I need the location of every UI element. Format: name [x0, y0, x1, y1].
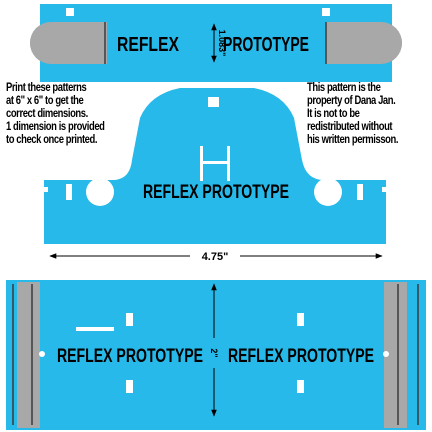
bottom-hole-3 [126, 380, 133, 393]
top-strap-hole-right [322, 8, 330, 16]
middle-circle-left [86, 178, 114, 206]
note-left-line-5: to check once printed. [6, 134, 98, 146]
note-right-line-1: This pattern is the [307, 82, 381, 94]
top-strap-title-right: PROTOTYPE [223, 34, 309, 56]
middle-piece: REFLEX PROTOTYPE 4.75" [43, 88, 387, 263]
note-right-line-3: It is not to be [307, 108, 360, 120]
ownership-note: This pattern is the property of Dana Jan… [307, 82, 398, 147]
note-right-line-2: property of Dana Jan. [307, 95, 396, 107]
bottom-title-right: REFLEX PROTOTYPE [228, 346, 374, 367]
print-instructions-note: Print these patterns at 6" x 6" to get t… [6, 82, 105, 147]
bottom-hole-2 [297, 313, 304, 326]
middle-slot-left-outer [66, 184, 72, 200]
width-dimension-label: 4.75" [202, 251, 229, 263]
bottom-slot-bar [76, 327, 114, 331]
top-strap-title-left: REFLEX [117, 34, 180, 56]
bottom-hole-1 [126, 313, 133, 326]
note-left-line-3: correct dimensions. [6, 108, 88, 120]
middle-hole-top [208, 97, 219, 107]
bottom-dot-right [383, 351, 389, 357]
top-strap-hole-left [66, 8, 74, 16]
middle-notch-right [382, 187, 387, 192]
bottom-gray-strip-right [384, 282, 407, 428]
note-left-line-2: at 6" x 6" to get the [6, 95, 84, 107]
note-right-line-5: his written permisson. [307, 134, 399, 146]
bottom-dot-left [39, 351, 45, 357]
bottom-piece-panel [6, 280, 426, 430]
bottom-dimension-label: 2" [209, 348, 219, 357]
middle-slot-right-outer [357, 184, 363, 200]
note-left-line-1: Print these patterns [6, 82, 87, 94]
middle-slot-cross [200, 161, 230, 164]
bottom-gray-strip-left [17, 282, 40, 428]
note-right-line-4: redistributed without [307, 121, 393, 133]
bottom-hole-4 [297, 380, 304, 393]
top-strap: REFLEX 1.083" PROTOTYPE [30, 4, 402, 82]
middle-piece-title: REFLEX PROTOTYPE [143, 182, 289, 203]
middle-notch-left [43, 187, 48, 192]
bottom-title-left: REFLEX PROTOTYPE [57, 346, 203, 367]
middle-circle-right [314, 178, 342, 206]
top-strap-gray-fill-right [325, 22, 347, 64]
top-strap-dimension-label: 1.083" [217, 30, 227, 57]
note-left-line-4: 1 dimension is provided [6, 121, 105, 133]
bottom-piece: REFLEX PROTOTYPE 2" REFLEX PROTOTYPE [6, 280, 426, 430]
middle-piece-outline [44, 88, 386, 244]
top-strap-gray-fill-left [85, 22, 107, 64]
